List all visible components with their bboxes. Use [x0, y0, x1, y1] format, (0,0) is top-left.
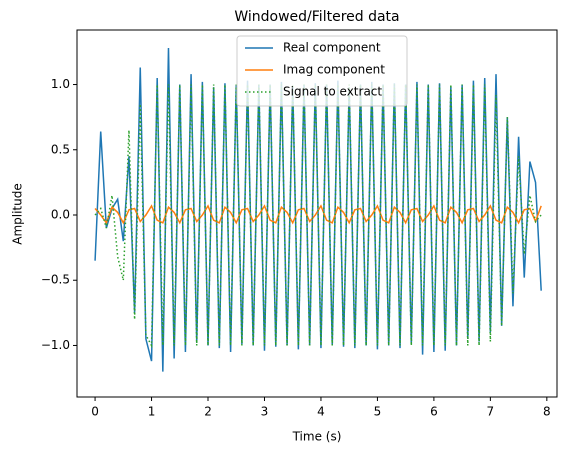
y-axis-label: Amplitude — [11, 183, 25, 245]
x-tick-label: 8 — [543, 405, 551, 419]
legend-box — [236, 35, 408, 107]
x-tick-label: 6 — [430, 405, 438, 419]
line-series — [94, 84, 542, 349]
y-tick-label: 0.0 — [51, 208, 70, 222]
x-tick-label: 0 — [91, 405, 99, 419]
legend-label: Signal to extract — [283, 85, 382, 99]
y-tick-label: 1.0 — [51, 77, 70, 91]
chart-title: Windowed/Filtered data — [234, 9, 399, 25]
x-tick-label: 4 — [317, 405, 325, 419]
x-tick-label: 7 — [487, 405, 495, 419]
y-tick-label: 0.5 — [51, 142, 70, 156]
y-tick-label: −1.0 — [41, 338, 70, 352]
x-tick-label: 5 — [374, 405, 382, 419]
x-axis-label: Time (s) — [292, 430, 342, 444]
plot-frame — [76, 29, 558, 398]
x-tick-label: 1 — [148, 405, 156, 419]
legend-label: Real component — [283, 41, 381, 55]
legend: Real component Imag component Signal to ex… — [236, 35, 408, 107]
x-tick-label: 2 — [204, 405, 212, 419]
y-tick-label: −0.5 — [41, 273, 70, 287]
x-tick-label: 3 — [261, 405, 269, 419]
legend-label: Imag component — [283, 63, 385, 77]
